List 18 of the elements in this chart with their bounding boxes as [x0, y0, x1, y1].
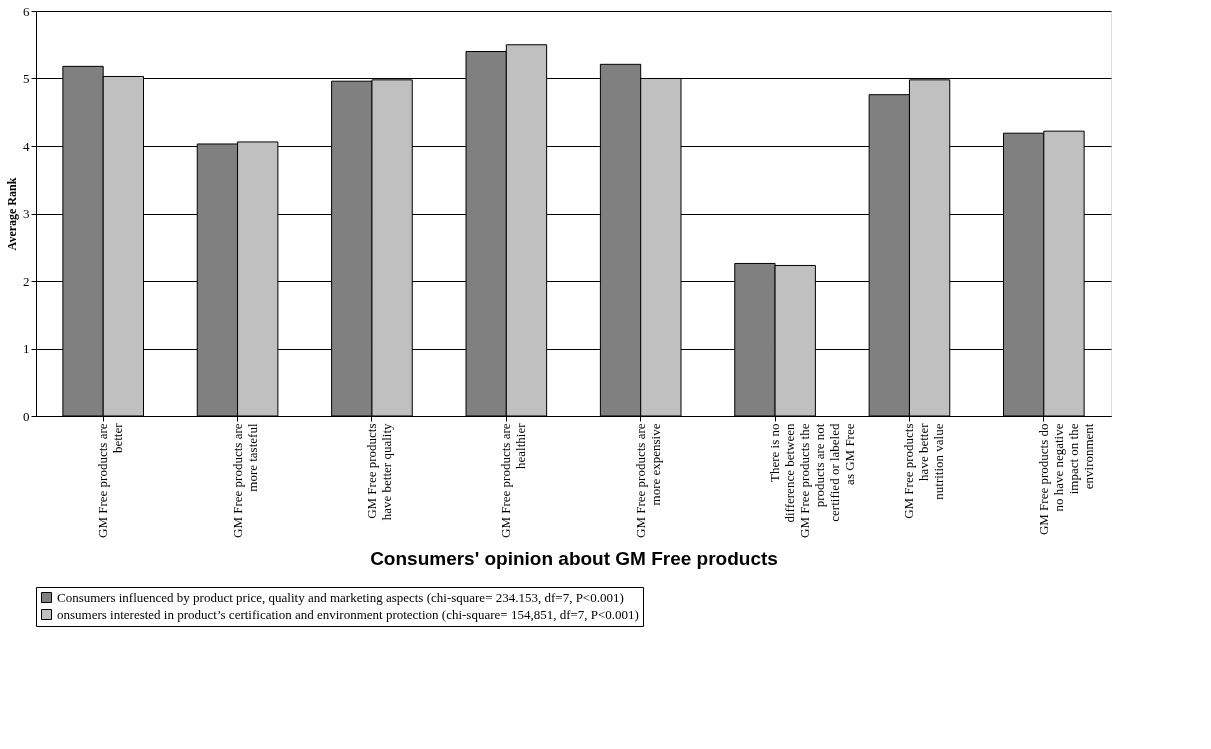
legend-label: Consumers influenced by product price, quality and marketing aspects (chi-square= 234.153, df=7, P<0.001)	[57, 589, 624, 605]
y-tick-label: 0	[23, 408, 30, 424]
x-tick-label: There is no difference between GM Free products the products are not certified or labeled as GM Free	[767, 423, 858, 538]
x-tick-label: GM Free products are healthier	[498, 422, 529, 538]
x-tick-label: GM Free products do no have negative impact on the environment	[1035, 423, 1096, 536]
x-tick-label: GM Free products are better	[95, 422, 126, 538]
y-tick-label: 5	[23, 71, 30, 86]
y-tick-label: 2	[23, 273, 30, 289]
x-tick-label: GM Free products are more tasteful	[229, 423, 260, 538]
y-tick-label: 3	[23, 206, 30, 221]
x-axis-title: Consumers' opinion about GM Free products	[370, 547, 778, 569]
x-tick-label: GM Free products have better quality	[363, 423, 394, 521]
y-axis-title: Average Rank	[5, 177, 19, 251]
legend-label: onsumers interested in product’s certification and environment protection (chi-square= 154,851, df=7, P<0.001)	[57, 606, 639, 622]
y-tick-label: 1	[23, 341, 30, 356]
y-tick-label: 4	[23, 138, 30, 154]
y-tick-label: 6	[23, 3, 30, 19]
x-tick-label: GM Free products are more expensive	[632, 423, 663, 538]
